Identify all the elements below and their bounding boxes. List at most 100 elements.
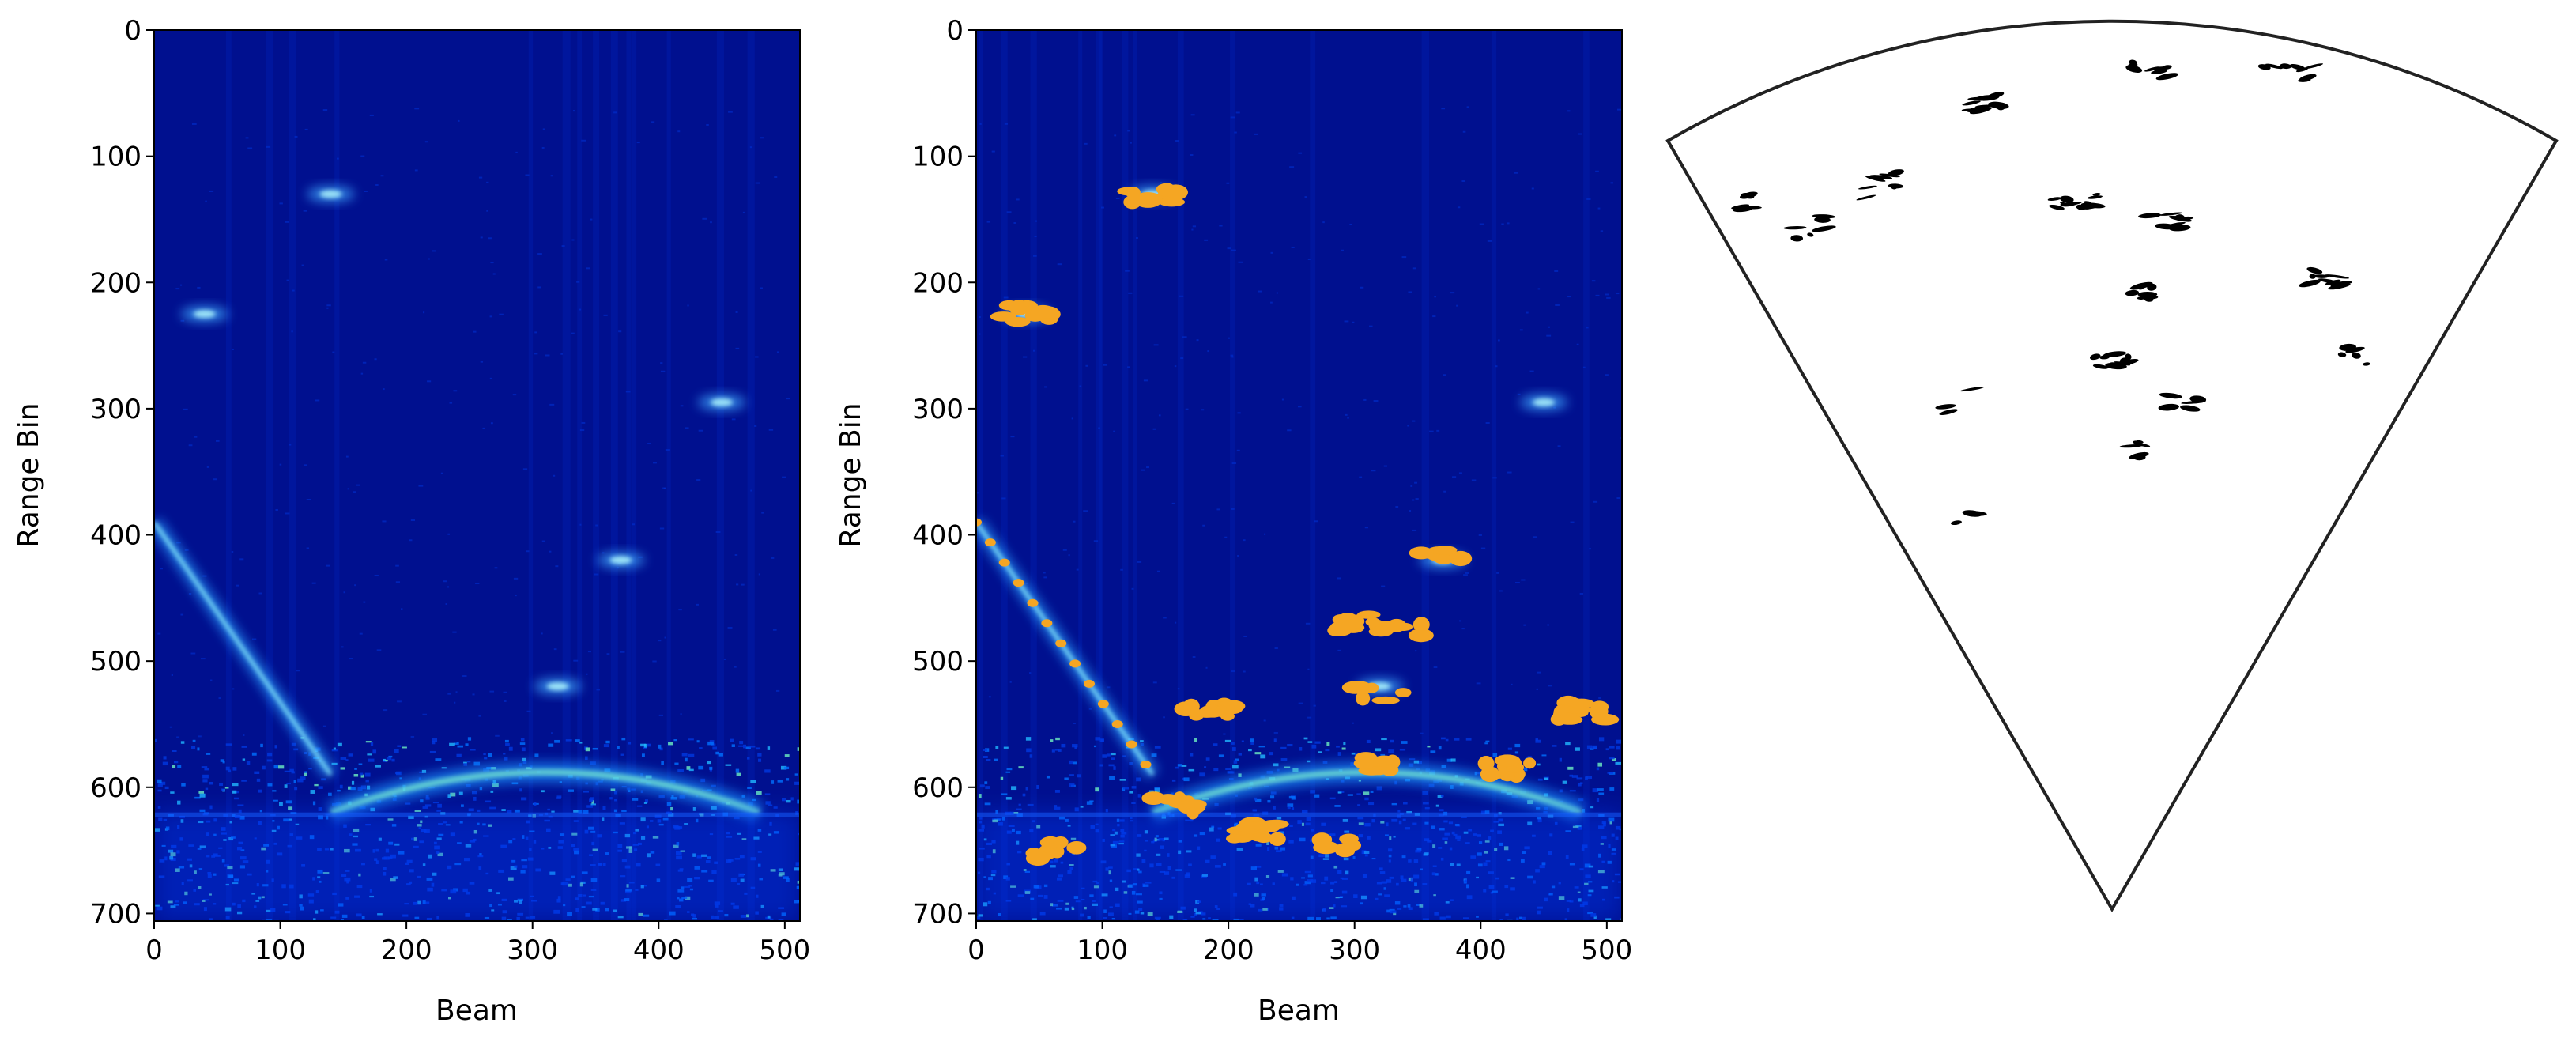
speckle (505, 743, 510, 746)
speckle (995, 810, 999, 814)
speckle (754, 425, 757, 427)
speckle (609, 797, 613, 800)
speckle (1095, 737, 1101, 741)
speckle (1375, 748, 1382, 752)
speckle (747, 757, 750, 760)
speckle (1196, 339, 1199, 342)
speckle (362, 361, 367, 364)
speckle (1074, 807, 1079, 812)
speckle (427, 380, 432, 383)
speckle (1341, 747, 1346, 750)
speckle (668, 742, 673, 746)
speckle (221, 788, 225, 791)
detection-mark (1055, 639, 1067, 647)
speckle (585, 756, 588, 761)
speckle (339, 784, 343, 789)
speckle (354, 584, 356, 587)
speckle (1074, 746, 1077, 749)
speckle (1188, 768, 1195, 772)
speckle (647, 743, 651, 747)
speckle (1305, 622, 1311, 625)
speckle (723, 658, 727, 660)
speckle (573, 810, 579, 813)
speckle (767, 746, 771, 750)
speckle (180, 741, 185, 744)
speckle (1153, 344, 1159, 346)
speckle (1213, 768, 1219, 772)
speckle (1050, 739, 1054, 742)
detection-mark (1037, 306, 1060, 319)
speckle (260, 743, 263, 748)
beam-stripe (716, 30, 724, 921)
speckle (1131, 802, 1136, 805)
speckle (1274, 647, 1278, 650)
speckle (1228, 771, 1235, 774)
speckle (418, 485, 424, 487)
fan-detection-mark (2047, 197, 2061, 202)
fan-outline (1665, 19, 2559, 912)
speckle (1073, 761, 1077, 765)
speckle (728, 111, 733, 113)
speckle (224, 787, 229, 789)
speckle (1237, 412, 1241, 414)
speckle (1108, 764, 1115, 767)
speckle (202, 575, 207, 577)
speckle (318, 807, 322, 811)
fan-detection-mark (2306, 266, 2323, 274)
speckle (471, 791, 477, 795)
beam-stripe (979, 30, 983, 921)
speckle (1093, 540, 1099, 542)
speckle (1044, 386, 1047, 388)
speckle (1231, 670, 1235, 673)
fan-detection-mark (1731, 204, 1750, 210)
speckle (1544, 777, 1548, 780)
speckle (432, 802, 439, 804)
speckle (262, 765, 266, 770)
speckle (605, 740, 610, 744)
speckle (587, 651, 592, 653)
fan-detection-mark (2060, 195, 2074, 203)
speckle (1263, 719, 1266, 722)
speckle (621, 737, 626, 741)
speckle (1110, 752, 1116, 756)
speckle (1140, 740, 1144, 743)
speckle (603, 744, 609, 748)
speckle (519, 742, 526, 745)
fan-detection-mark (2155, 73, 2178, 81)
speckle (1314, 520, 1318, 523)
fan-detection-mark (2325, 274, 2350, 279)
detection-mark (1269, 832, 1286, 847)
fan-detection-mark (1858, 185, 1877, 190)
speckle (468, 808, 474, 812)
speckle (343, 591, 345, 594)
speckle (231, 551, 234, 553)
detection-mark (1386, 618, 1407, 632)
speckle (391, 758, 395, 762)
speckle (553, 474, 556, 477)
speckle (678, 609, 682, 611)
speckle (586, 805, 593, 808)
speckle (594, 573, 599, 576)
speckle (395, 564, 399, 567)
speckle (1225, 768, 1231, 771)
speckle (1395, 506, 1399, 508)
speckle (1268, 752, 1273, 756)
fan-detection-mark (2309, 274, 2316, 279)
speckle (1466, 106, 1469, 108)
detection-mark (1409, 546, 1434, 560)
speckle (279, 463, 282, 466)
fan-detection-mark (2049, 204, 2065, 210)
speckle (1226, 182, 1230, 184)
speckle (1314, 741, 1321, 744)
speckle (700, 778, 706, 783)
speckle (1000, 455, 1004, 457)
speckle (349, 658, 353, 660)
speckle (184, 549, 189, 551)
speckle (1412, 420, 1416, 422)
speckle (1224, 536, 1228, 538)
speckle (659, 747, 663, 751)
detection-overlay (976, 183, 1620, 866)
speckle (291, 330, 293, 333)
speckle (1307, 668, 1310, 670)
x-axis-label: Beam (1258, 995, 1340, 1027)
